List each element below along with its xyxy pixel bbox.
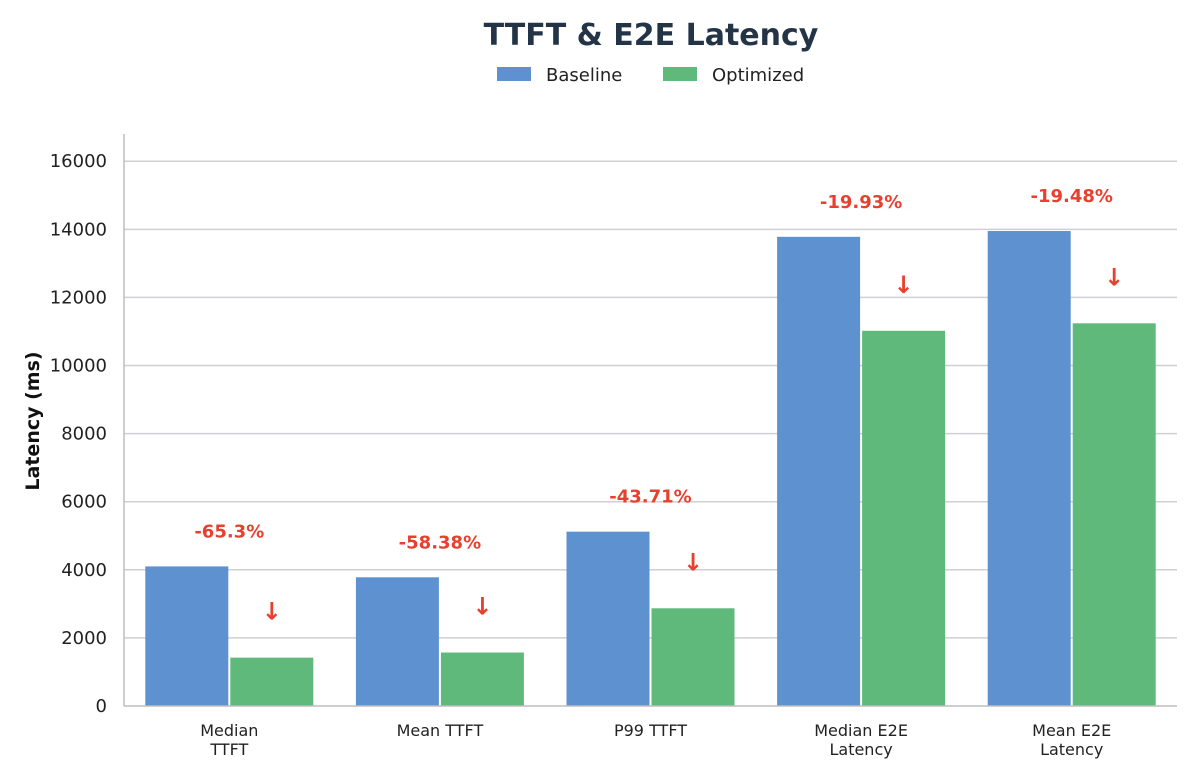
bar-baseline <box>987 231 1071 707</box>
bar-optimized <box>651 608 735 706</box>
grid-lines <box>124 160 1177 639</box>
legend-swatch <box>663 67 697 81</box>
y-tick-label: 0 <box>96 696 107 717</box>
chart-title: TTFT & E2E Latency <box>484 18 819 53</box>
y-tick-label: 6000 <box>61 492 107 513</box>
y-tick-label: 8000 <box>61 424 107 445</box>
chart-legend: Baseline Optimized <box>497 65 804 86</box>
bar-optimized <box>1072 323 1156 706</box>
y-tick-label: 12000 <box>50 287 107 308</box>
legend-label: Baseline <box>546 65 622 86</box>
x-tick-label: P99 TTFT <box>614 721 687 740</box>
y-tick-label: 14000 <box>50 219 107 240</box>
legend-swatch <box>497 67 531 81</box>
down-arrow-icon: ↓ <box>472 593 492 621</box>
percent-change-label: -58.38% <box>399 532 481 553</box>
x-tick-label: TTFT <box>209 740 248 759</box>
percent-change-label: -19.93% <box>820 192 902 213</box>
percent-change-label: -65.3% <box>194 521 264 542</box>
legend-label: Optimized <box>712 65 804 86</box>
percent-change-label: -19.48% <box>1030 186 1112 207</box>
y-tick-label: 10000 <box>50 356 107 377</box>
y-axis-label: Latency (ms) <box>22 351 44 490</box>
percent-change-label: -43.71% <box>609 487 691 508</box>
y-tick-label: 2000 <box>61 628 107 649</box>
x-tick-label: Median E2E <box>814 721 908 740</box>
y-ticks: 0 2000 4000 6000 8000 10000 12000 14000 16000 <box>50 151 107 717</box>
bars <box>145 231 1156 707</box>
x-tick-label: Median <box>200 721 258 740</box>
y-tick-label: 4000 <box>61 560 107 581</box>
bar-optimized <box>862 330 946 706</box>
change-annotations: -65.3% ↓ -58.38% ↓ -43.71% ↓ -19.93% ↓ -19.48% ↓ <box>194 186 1124 626</box>
y-tick-label: 16000 <box>50 151 107 172</box>
down-arrow-icon: ↓ <box>683 548 703 576</box>
bar-baseline <box>777 236 861 707</box>
bar-optimized <box>230 657 314 706</box>
axes <box>123 134 1177 707</box>
x-tick-label: Latency <box>829 740 892 759</box>
down-arrow-icon: ↓ <box>1104 263 1124 291</box>
down-arrow-icon: ↓ <box>894 271 914 299</box>
down-arrow-icon: ↓ <box>262 598 282 626</box>
bar-baseline <box>355 577 439 706</box>
bar-optimized <box>440 652 524 706</box>
bar-baseline <box>145 566 229 706</box>
x-tick-label: Latency <box>1040 740 1103 759</box>
x-tick-label: Mean E2E <box>1032 721 1111 740</box>
x-tick-label: Mean TTFT <box>397 721 484 740</box>
bar-baseline <box>566 531 650 706</box>
